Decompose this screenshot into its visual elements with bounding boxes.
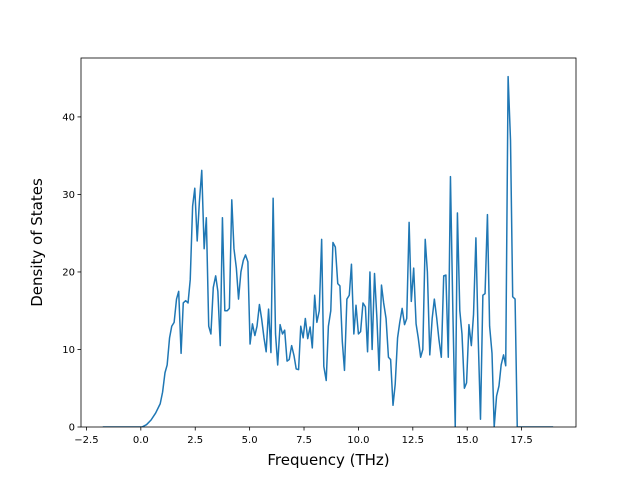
- x-tick-label: 7.5: [296, 435, 312, 446]
- y-tick-label: 40: [62, 112, 75, 123]
- y-tick-label: 10: [62, 345, 75, 356]
- y-tick-label: 30: [62, 190, 75, 201]
- plot-frame: [80, 57, 577, 428]
- x-tick-label: −2.5: [74, 435, 98, 446]
- x-tick-label: 0.0: [133, 435, 149, 446]
- x-tick-label: 12.5: [402, 435, 424, 446]
- x-tick-label: 2.5: [187, 435, 203, 446]
- x-axis-label: Frequency (THz): [267, 451, 389, 469]
- data-line: [102, 75, 554, 427]
- x-tick-label: 15.0: [456, 435, 478, 446]
- x-tick-label: 5.0: [242, 435, 258, 446]
- y-tick-label: 0: [69, 423, 75, 434]
- x-tick-label: 10.0: [347, 435, 369, 446]
- x-tick-label: 17.5: [510, 435, 532, 446]
- y-axis-label: Density of States: [28, 178, 46, 307]
- y-tick-label: 20: [62, 267, 75, 278]
